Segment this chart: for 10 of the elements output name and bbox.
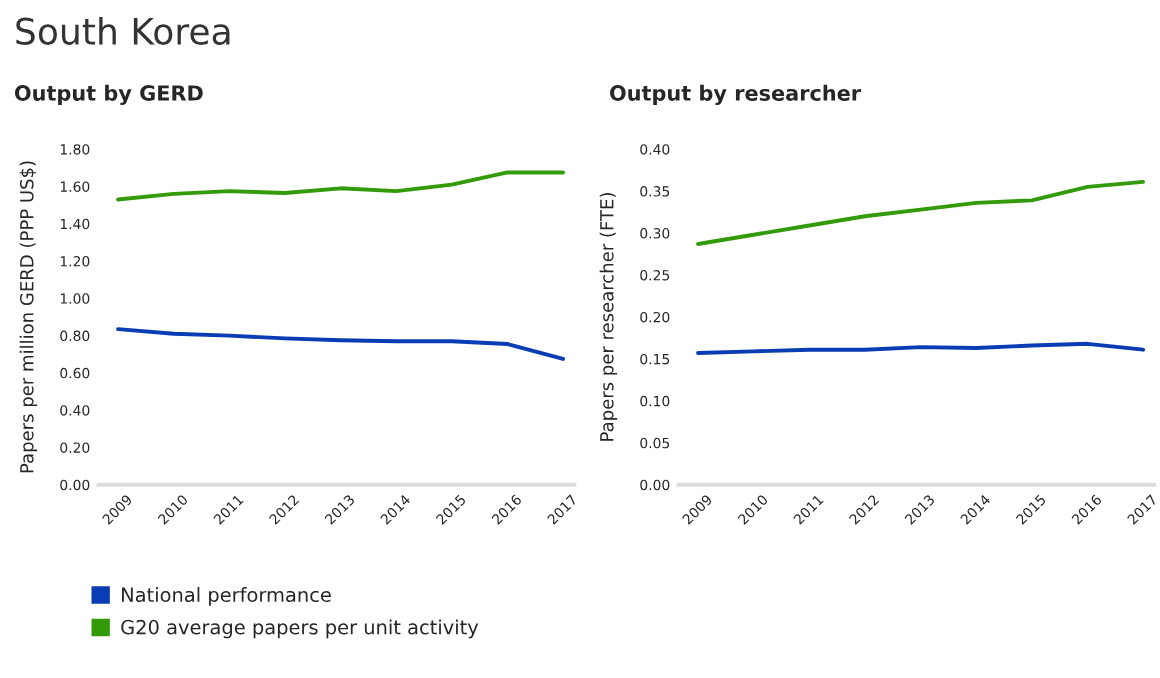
legend-label: National performance	[122, 587, 331, 606]
legend-label: G20 average papers per unit activity	[121, 619, 479, 639]
y-axis-title: Papers per million GERD (PPP US$)	[19, 161, 38, 473]
chart-subtitle: Output by GERD	[14, 84, 203, 106]
y-axis-title: Papers per researcher (FTE)	[599, 193, 618, 441]
line-series	[116, 327, 566, 361]
line-series	[696, 179, 1146, 246]
chart-title: South Korea	[16, 16, 230, 45]
chart-title: Output by researcher	[610, 84, 861, 106]
line-series	[116, 170, 566, 202]
